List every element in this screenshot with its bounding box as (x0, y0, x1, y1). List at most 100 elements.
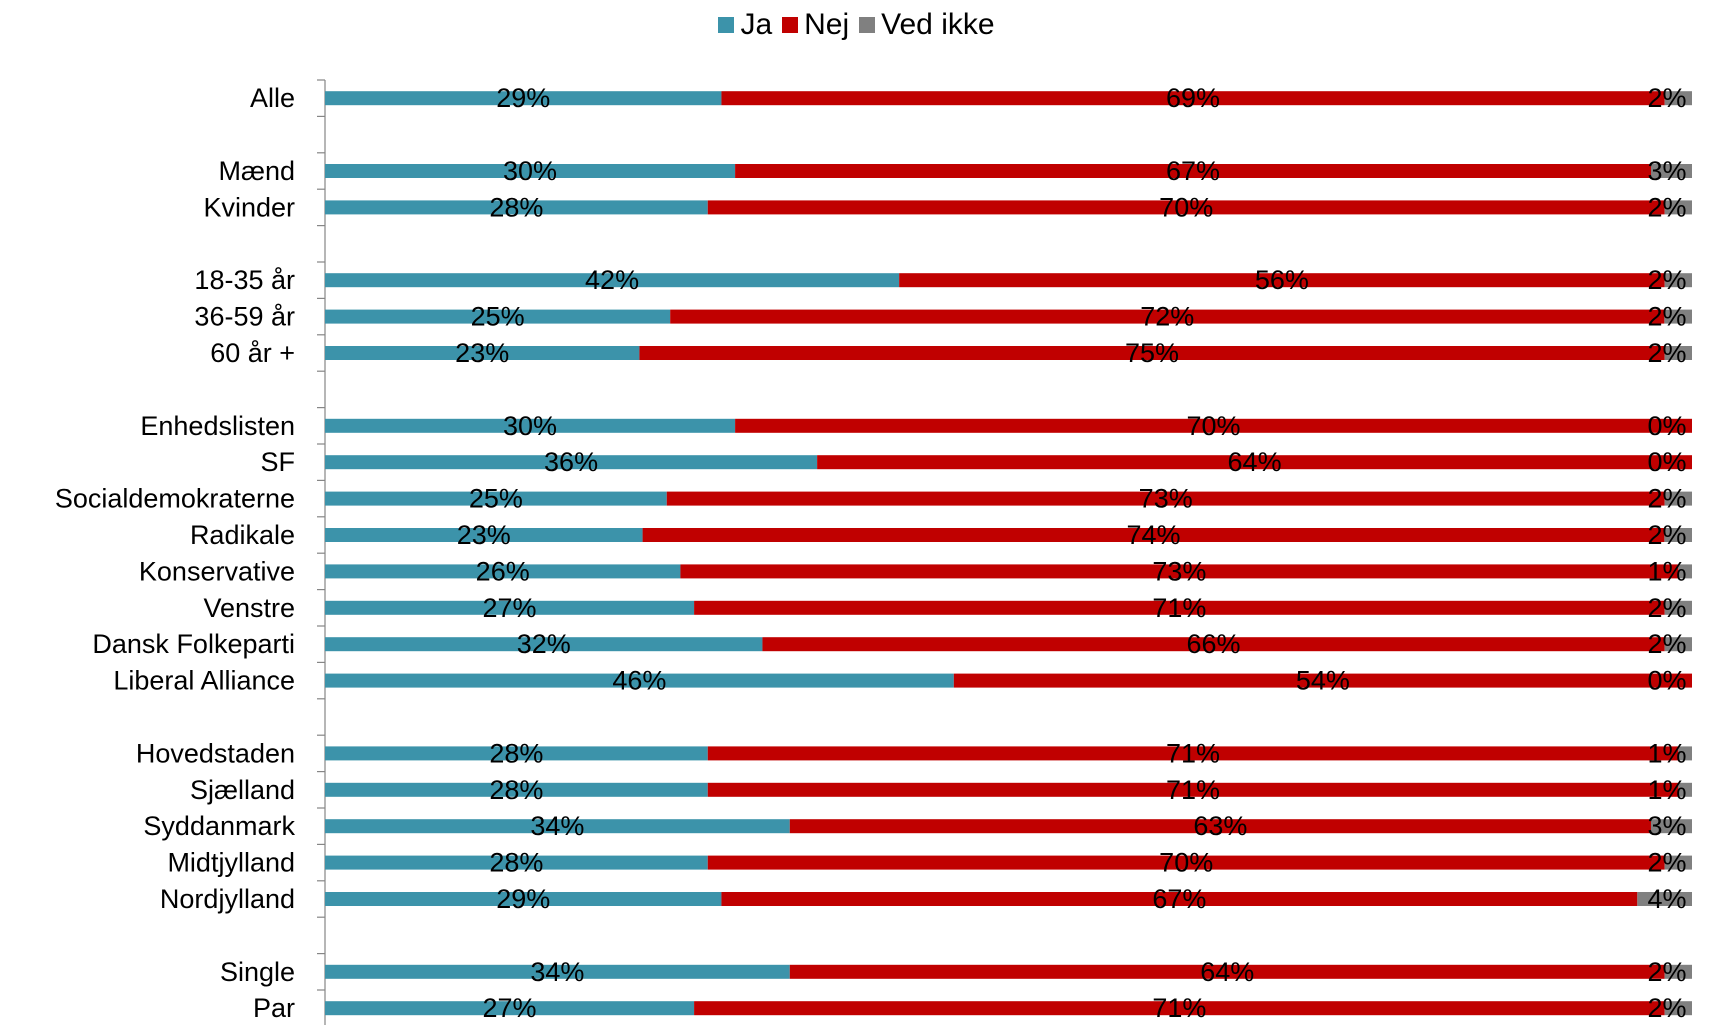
bar-segment-ved-ikke (1664, 200, 1692, 215)
bar-segment-ved-ikke (1637, 892, 1692, 906)
category-label: Radikale (190, 520, 295, 550)
bar-segment-nej (735, 164, 1651, 178)
bar-segment-ja (325, 273, 900, 288)
bar-segment-nej (953, 673, 1692, 688)
data-label-ved-ikke: 3% (1647, 156, 1686, 186)
category-label: Liberal Alliance (113, 666, 295, 696)
data-label-ved-ikke: 2% (1647, 484, 1686, 514)
data-label-nej: 66% (1187, 629, 1241, 659)
bar-segment-nej (670, 309, 1665, 324)
category-label: 18-35 år (194, 265, 295, 295)
data-label-ved-ikke: 2% (1647, 957, 1686, 987)
data-label-ja: 30% (503, 156, 557, 186)
data-label-nej: 71% (1152, 593, 1206, 623)
bar-segment-nej (642, 528, 1665, 542)
data-label-ved-ikke: 2% (1647, 265, 1686, 295)
data-label-nej: 70% (1187, 411, 1241, 441)
data-label-ved-ikke: 0% (1647, 411, 1686, 441)
category-label: Hovedstaden (136, 738, 295, 768)
data-label-nej: 54% (1296, 666, 1350, 696)
chart-legend: Ja Nej Ved ikke (0, 8, 1713, 42)
data-label-ved-ikke: 2% (1647, 993, 1686, 1023)
data-label-nej: 72% (1140, 302, 1194, 332)
bar-segment-ved-ikke (1664, 491, 1692, 506)
legend-swatch-ved-ikke (859, 17, 876, 33)
category-label: Alle (250, 83, 295, 113)
bar-segment-nej (694, 1001, 1665, 1016)
bar-segment-ja (325, 346, 640, 360)
legend-label-ja: Ja (740, 8, 773, 41)
bar-segment-nej (707, 782, 1679, 797)
data-label-nej: 67% (1152, 884, 1206, 914)
data-label-ja: 34% (530, 957, 584, 987)
bar-segment-ved-ikke (1678, 746, 1692, 761)
bar-segment-ved-ikke (1664, 637, 1692, 652)
category-label: Mænd (218, 156, 295, 186)
data-label-ved-ikke: 2% (1647, 848, 1686, 878)
bar-segment-nej (707, 200, 1665, 215)
category-label: Konservative (139, 556, 295, 586)
bar-segment-nej (639, 346, 1665, 360)
data-label-ja: 25% (469, 484, 523, 514)
bar-segment-nej (789, 964, 1665, 979)
data-label-ved-ikke: 2% (1647, 338, 1686, 368)
data-label-nej: 71% (1166, 738, 1220, 768)
legend-item-ved-ikke: Ved ikke (859, 8, 995, 42)
bar-segment-ja (325, 309, 671, 324)
data-label-ja: 25% (471, 302, 525, 332)
bar-segment-nej (762, 637, 1665, 652)
bar-segment-ved-ikke (1650, 819, 1692, 834)
data-label-ved-ikke: 2% (1647, 192, 1686, 222)
bar-segment-ja (325, 964, 790, 979)
bar-segment-ved-ikke (1664, 346, 1692, 360)
bar-segment-ved-ikke (1664, 855, 1692, 870)
data-label-ja: 23% (457, 520, 511, 550)
bar-segment-ja (325, 91, 722, 106)
category-label: Par (253, 993, 295, 1023)
data-label-ved-ikke: 1% (1647, 738, 1686, 768)
bar-segment-nej (899, 273, 1665, 288)
data-label-nej: 64% (1228, 447, 1282, 477)
data-label-ja: 36% (544, 447, 598, 477)
bar-segment-nej (789, 819, 1651, 834)
data-label-nej: 71% (1166, 775, 1220, 805)
bar-segment-ved-ikke (1664, 309, 1692, 324)
data-label-nej: 56% (1255, 265, 1309, 295)
bar-segment-nej (817, 455, 1692, 470)
bar-segment-ja (325, 892, 722, 906)
data-label-ved-ikke: 4% (1647, 884, 1686, 914)
data-label-nej: 73% (1139, 484, 1193, 514)
legend-item-ja: Ja (718, 8, 772, 42)
bar-segment-ja (325, 782, 708, 797)
bar-segment-ja (325, 637, 763, 652)
data-label-nej: 63% (1193, 811, 1247, 841)
bar-segment-ved-ikke (1678, 564, 1692, 579)
data-label-ja: 28% (489, 738, 543, 768)
data-label-ja: 27% (483, 993, 537, 1023)
data-label-ved-ikke: 3% (1647, 811, 1686, 841)
bar-segment-ja (325, 855, 708, 870)
legend-label-ved-ikke: Ved ikke (881, 8, 995, 41)
bar-segment-ved-ikke (1664, 600, 1692, 615)
bar-segment-ja (325, 200, 708, 215)
category-label: Venstre (203, 593, 295, 623)
category-label: Syddanmark (143, 811, 295, 841)
bar-segment-ved-ikke (1664, 528, 1692, 542)
bar-segment-nej (707, 855, 1665, 870)
data-label-ved-ikke: 2% (1647, 83, 1686, 113)
data-label-ja: 27% (483, 593, 537, 623)
data-label-nej: 74% (1126, 520, 1180, 550)
data-label-ja: 28% (489, 848, 543, 878)
bar-segment-ja (325, 819, 790, 834)
data-label-nej: 70% (1159, 192, 1213, 222)
category-label: Dansk Folkeparti (92, 629, 295, 659)
data-label-nej: 73% (1152, 556, 1206, 586)
data-label-ved-ikke: 0% (1647, 447, 1686, 477)
data-label-nej: 70% (1159, 848, 1213, 878)
bar-segment-ja (325, 418, 736, 433)
data-label-ja: 28% (489, 775, 543, 805)
category-label: 36-59 år (194, 302, 295, 332)
bar-segment-ja (325, 673, 954, 688)
bar-segment-nej (680, 564, 1679, 579)
data-label-ja: 29% (496, 884, 550, 914)
